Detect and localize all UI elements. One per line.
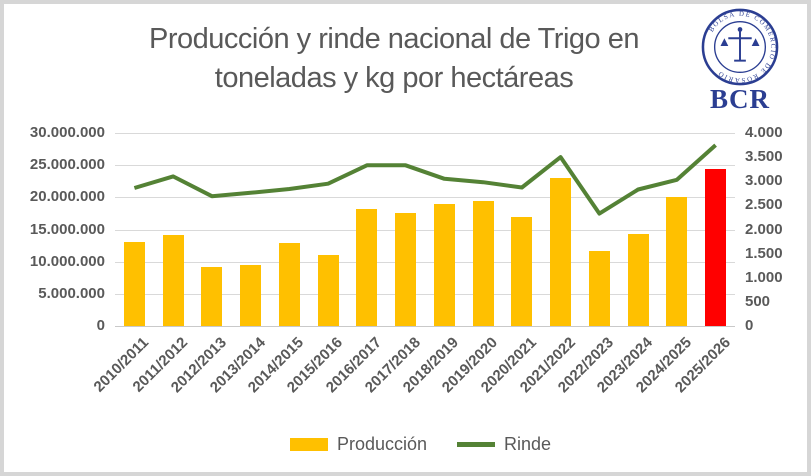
y-tick-label-right: 0: [745, 317, 754, 334]
bar-2010-2011: [123, 242, 145, 326]
bar-2021-2022: [550, 178, 572, 326]
y-tick-label-left: 5.000.000: [38, 284, 105, 302]
legend-label-rinde: Rinde: [504, 434, 552, 454]
bar-2023-2024: [627, 234, 649, 326]
bar-2020-2021: [511, 216, 533, 326]
legend-item-rinde: Rinde: [457, 434, 551, 455]
y-tick-label-right: 2.500: [745, 196, 783, 214]
bar-2015-2016: [317, 255, 339, 326]
legend-label-produccion: Producción: [336, 434, 428, 454]
bcr-seal-icon: BOLSA DE COMERCIO DE ROSARIO: [701, 8, 779, 86]
y-tick-label-left: 20.000.000: [29, 188, 105, 206]
y-tick-label-left: 10.000.000: [29, 252, 105, 270]
y-tick-label-left: 30.000.000: [29, 124, 105, 141]
y-tick-label-left: 0: [96, 317, 105, 334]
y-tick-label-right: 4.000: [745, 124, 783, 141]
bcr-logo: BOLSA DE COMERCIO DE ROSARIO BCR: [689, 8, 791, 114]
gridline: [115, 133, 735, 134]
y-tick-label-right: 3.000: [745, 172, 783, 190]
bar-2022-2023: [588, 250, 610, 326]
y-tick-label-right: 3.500: [745, 148, 783, 166]
bar-2011-2012: [162, 235, 184, 326]
y-tick-label-right: 1.000: [745, 268, 783, 286]
bar-2016-2017: [356, 208, 378, 326]
bar-2012-2013: [201, 266, 223, 326]
gridline: [115, 261, 735, 263]
bar-2018-2019: [433, 204, 455, 326]
legend-swatch-produccion-icon: [289, 438, 328, 451]
plot-area: [115, 133, 735, 327]
gridline: [115, 229, 735, 231]
bar-2013-2014: [240, 264, 262, 326]
gridline: [115, 197, 735, 199]
y-tick-label-left: 25.000.000: [29, 156, 105, 174]
bar-2025-2026: [705, 169, 727, 326]
legend-item-produccion: Producción: [289, 434, 428, 455]
chart-title: Producción y rinde nacional de Trigo en …: [24, 20, 764, 98]
bar-2017-2018: [395, 213, 417, 326]
legend-swatch-rinde-icon: [457, 442, 496, 447]
bcr-logo-text: BCR: [709, 84, 770, 114]
bar-2014-2015: [278, 243, 300, 326]
y-tick-label-right: 1.500: [745, 244, 783, 262]
rinde-line: [133, 143, 717, 216]
rinde-line-chart: [133, 143, 717, 216]
gridline: [115, 165, 735, 167]
y-tick-label-left: 15.000.000: [29, 220, 105, 238]
y-tick-label-right: 500: [745, 292, 771, 310]
chart-title-line-2: toneladas y kg por hectáreas: [214, 62, 574, 94]
y-tick-label-right: 2.000: [745, 220, 783, 238]
bar-2024-2025: [666, 197, 688, 326]
legend: Producción Rinde: [19, 434, 807, 455]
bar-2019-2020: [472, 201, 494, 326]
gridline: [115, 293, 735, 295]
chart-title-line-1: Producción y rinde nacional de Trigo en: [149, 23, 639, 55]
